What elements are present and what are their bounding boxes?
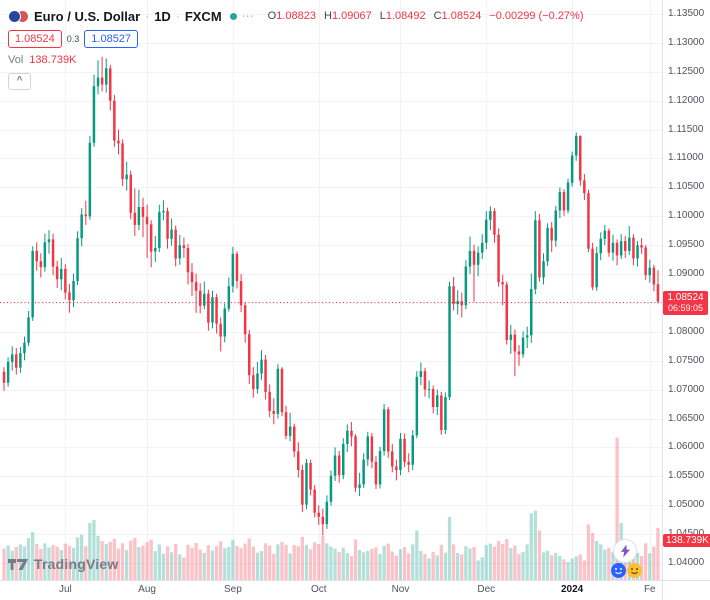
volume-axis-label: 138.739K xyxy=(663,533,710,547)
high-label: H xyxy=(323,10,332,22)
time-axis[interactable]: Jul Aug Sep Oct Nov Dec 2024 Fe xyxy=(0,581,710,600)
price-tick: 1.07000 xyxy=(668,383,705,395)
price-tick: 1.05500 xyxy=(668,470,705,482)
separator: · xyxy=(175,9,180,23)
buy-button[interactable]: 1.08527 xyxy=(84,30,139,48)
low-label: L xyxy=(379,10,386,22)
time-tick: Dec xyxy=(477,584,496,595)
sell-button[interactable]: 1.08524 xyxy=(8,30,62,48)
price-tick: 1.05000 xyxy=(668,499,705,511)
ohlc-values: O1.08823 H1.09067 L1.08492 C1.08524 −0.0… xyxy=(268,10,584,22)
interval-button[interactable]: 1D xyxy=(154,8,171,24)
collapse-legend-button[interactable]: ^ xyxy=(8,73,31,90)
volume-value: 138.739K xyxy=(29,54,77,66)
low-value: 1.08492 xyxy=(385,10,426,22)
legend: Euro / U.S. Dollar · 1D · FXCM ⋯ O1.0882… xyxy=(8,7,584,90)
smiley-emoji-icon xyxy=(627,563,642,578)
price-tick: 1.06500 xyxy=(668,412,705,424)
blue-emoji-icon xyxy=(611,563,626,578)
time-tick: Aug xyxy=(138,584,156,595)
price-tick: 1.11500 xyxy=(668,123,704,135)
symbol-name[interactable]: Euro / U.S. Dollar xyxy=(34,8,141,24)
price-tick: 1.12500 xyxy=(668,65,705,77)
open-label: O xyxy=(267,10,277,22)
time-tick: 2024 xyxy=(561,584,584,595)
quick-actions-button[interactable] xyxy=(613,539,637,563)
price-tick: 1.10000 xyxy=(668,210,705,222)
price-tick: 1.09000 xyxy=(668,268,705,280)
tradingview-logo-icon xyxy=(8,558,28,570)
last-price-value: 1.08524 xyxy=(667,291,704,303)
separator: · xyxy=(145,9,150,23)
price-tick: 1.10500 xyxy=(668,181,705,193)
open-value: 1.08823 xyxy=(276,10,316,22)
time-tick: Sep xyxy=(224,584,242,595)
time-tick: Jul xyxy=(58,584,72,595)
market-status-dot-icon xyxy=(229,12,237,20)
change-value: −0.00299 (−0.27%) xyxy=(489,10,584,22)
time-tick: Nov xyxy=(391,584,410,595)
volume-label: Vol xyxy=(8,54,24,66)
price-tick: 1.04500 xyxy=(668,528,704,540)
price-tick: 1.13000 xyxy=(668,36,705,48)
bar-countdown: 06:59:05 xyxy=(667,302,704,313)
price-tick: 1.09500 xyxy=(668,239,705,251)
price-tick: 1.12000 xyxy=(668,94,705,106)
price-tick: 1.11000 xyxy=(668,152,704,164)
price-axis[interactable]: 1.13500 1.13000 1.12500 1.12000 1.11500 1.110… xyxy=(663,0,710,580)
tradingview-logo-text: TradingView xyxy=(34,556,119,572)
close-label: C xyxy=(433,10,442,22)
time-tick: Fe xyxy=(643,584,656,595)
price-tick: 1.08000 xyxy=(668,325,705,337)
time-tick: Oct xyxy=(310,584,327,595)
price-tick: 1.07500 xyxy=(668,354,705,366)
tradingview-logo[interactable]: TradingView xyxy=(8,556,118,572)
more-icon[interactable]: ⋯ xyxy=(241,9,255,23)
reactions-button[interactable] xyxy=(611,563,642,578)
price-tick: 1.04000 xyxy=(668,557,705,568)
symbol-logo-icon xyxy=(8,9,29,23)
close-value: 1.08524 xyxy=(441,10,482,22)
last-price-label: 1.08524 06:59:05 xyxy=(663,290,708,315)
lightning-icon xyxy=(620,544,630,558)
spread-value: 0.3 xyxy=(66,34,80,44)
high-value: 1.09067 xyxy=(331,10,372,22)
price-tick: 1.06000 xyxy=(668,441,705,453)
price-tick: 1.13500 xyxy=(668,8,705,19)
exchange-name[interactable]: FXCM xyxy=(184,8,222,24)
